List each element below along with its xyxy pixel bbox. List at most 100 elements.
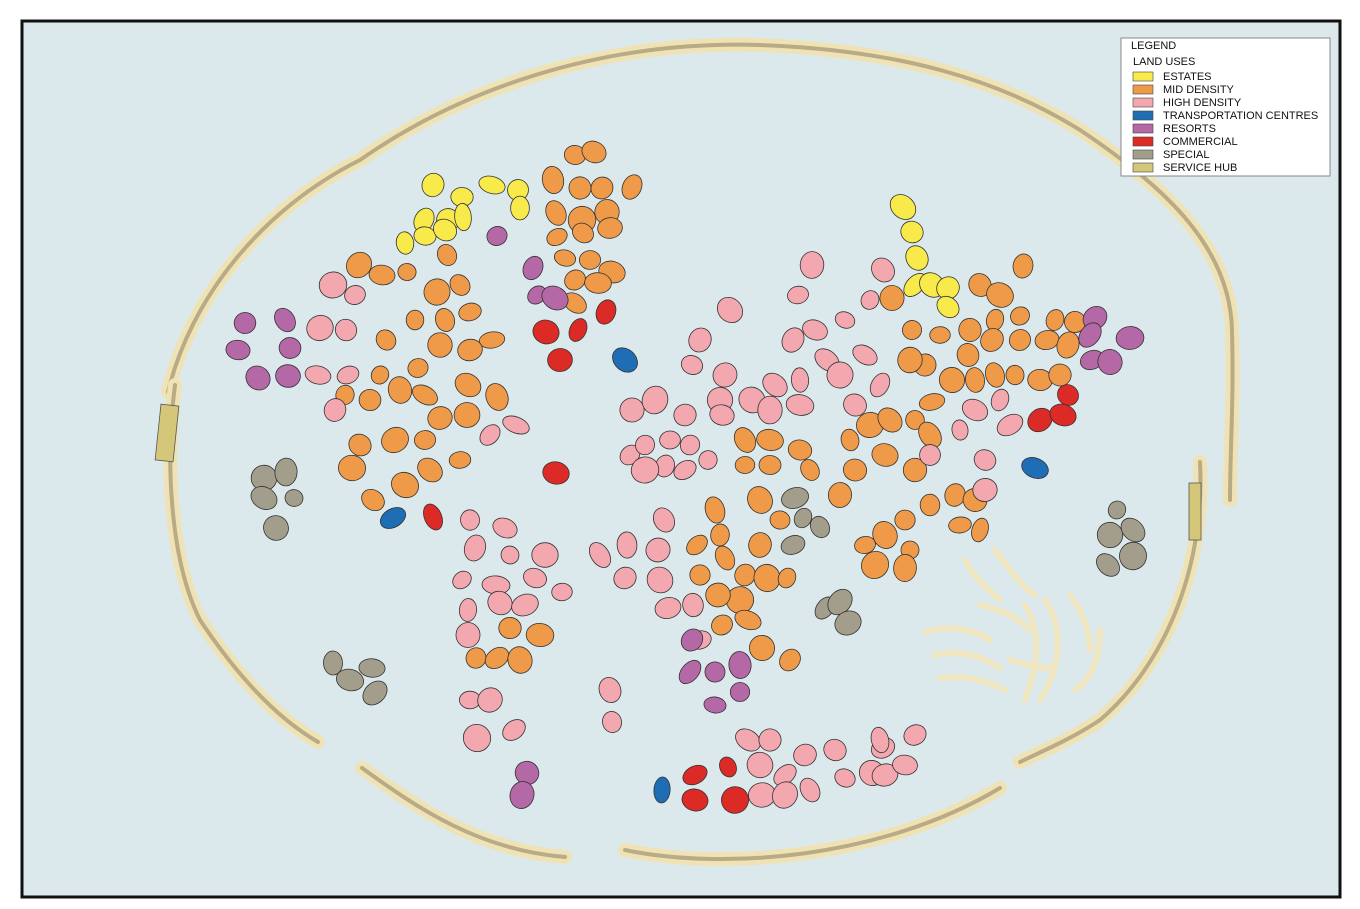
island: [595, 299, 617, 325]
island: [652, 507, 676, 533]
island: [323, 650, 343, 676]
island: [427, 332, 453, 358]
island: [948, 516, 972, 534]
island: [852, 344, 878, 366]
island: [777, 567, 797, 589]
island: [748, 532, 772, 558]
island: [1021, 457, 1049, 479]
island: [678, 659, 702, 685]
island: [427, 406, 453, 430]
island: [511, 593, 539, 617]
island: [860, 290, 880, 310]
island: [584, 272, 612, 294]
island: [799, 251, 825, 279]
island: [827, 482, 853, 508]
island: [407, 358, 429, 378]
island: [711, 614, 733, 636]
island: [894, 509, 916, 531]
island: [525, 622, 555, 648]
island: [275, 364, 301, 388]
island: [877, 407, 903, 433]
island: [1107, 500, 1127, 520]
arc-island: [1037, 597, 1061, 703]
island: [900, 220, 924, 244]
legend-label: TRANSPORTATION CENTRES: [1163, 110, 1318, 122]
arc-island: [922, 625, 993, 643]
island: [523, 567, 547, 589]
island: [986, 282, 1014, 308]
island: [1012, 253, 1034, 279]
island: [892, 754, 918, 776]
island: [245, 365, 271, 391]
legend-subtitle: LAND USES: [1133, 56, 1195, 68]
island: [769, 510, 791, 530]
legend-swatch: [1132, 123, 1154, 134]
island: [457, 338, 483, 362]
island: [545, 200, 567, 226]
island: [531, 542, 559, 568]
island: [581, 140, 607, 164]
island: [919, 444, 941, 466]
island: [338, 454, 366, 482]
island: [780, 535, 806, 555]
island: [423, 503, 443, 531]
island: [790, 367, 810, 393]
island: [773, 764, 797, 786]
island: [462, 723, 492, 753]
island: [306, 314, 334, 342]
island: [381, 426, 409, 454]
island: [616, 531, 638, 559]
island: [721, 786, 749, 814]
island: [263, 515, 289, 541]
island: [984, 362, 1006, 388]
island: [527, 285, 547, 305]
island: [225, 339, 251, 361]
service-hub: [154, 403, 180, 463]
island: [704, 661, 726, 683]
arc-island: [992, 547, 1038, 598]
island: [346, 251, 372, 279]
island: [673, 460, 697, 480]
island: [568, 176, 592, 200]
island: [541, 285, 569, 311]
island: [478, 175, 506, 195]
island: [729, 682, 751, 702]
island: [449, 274, 471, 296]
island: [758, 728, 782, 752]
island: [358, 388, 382, 412]
island: [958, 318, 982, 342]
island: [800, 459, 820, 481]
island: [673, 403, 697, 427]
island: [641, 385, 669, 415]
island: [397, 263, 417, 281]
island: [454, 202, 472, 232]
island: [1097, 349, 1123, 375]
island: [492, 517, 518, 539]
island: [686, 534, 708, 556]
island: [714, 545, 736, 571]
island: [843, 393, 867, 417]
island: [602, 711, 622, 733]
island: [809, 515, 831, 539]
island: [391, 471, 419, 499]
legend-label: COMMERCIAL: [1163, 136, 1238, 148]
island: [613, 566, 637, 590]
legend-label: HIGH DENSITY: [1163, 97, 1242, 109]
island: [1115, 326, 1145, 350]
future-islands: [922, 547, 1103, 703]
island: [799, 777, 821, 803]
island: [965, 367, 985, 393]
island: [956, 343, 980, 367]
island: [1005, 364, 1025, 386]
island: [532, 319, 560, 345]
arc-island: [1007, 657, 1058, 671]
island: [551, 582, 573, 602]
island: [547, 348, 573, 372]
island: [712, 362, 738, 388]
island: [274, 457, 298, 487]
island: [1057, 384, 1079, 406]
island: [546, 227, 568, 247]
island: [274, 307, 296, 333]
island: [433, 218, 457, 242]
